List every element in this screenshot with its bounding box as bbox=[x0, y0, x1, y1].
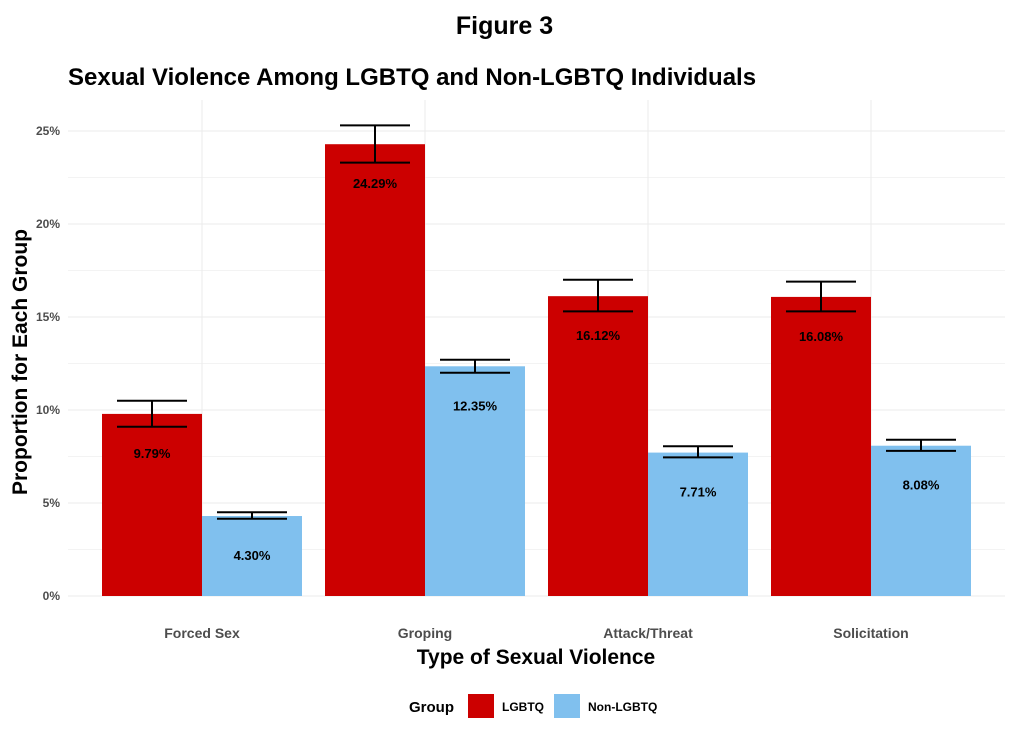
chart-title: Sexual Violence Among LGBTQ and Non-LGBT… bbox=[68, 64, 757, 91]
y-axis-title: Proportion for Each Group bbox=[9, 229, 32, 495]
bar-lgbtq-2 bbox=[325, 144, 425, 596]
data-labels: 9.79% 4.30% 24.29% 12.35% 16.12% 7.71% 16.08% 8… bbox=[134, 176, 940, 563]
legend: Group LGBTQ Non-LGBTQ bbox=[409, 694, 657, 718]
bar-non-lgbtq-4 bbox=[871, 445, 971, 596]
x-tick-label: Forced Sex bbox=[164, 625, 240, 641]
bar-lgbtq-4 bbox=[771, 296, 871, 596]
bars bbox=[102, 144, 971, 596]
legend-label-lgbtq: LGBTQ bbox=[502, 700, 544, 714]
y-tick-label: 5% bbox=[43, 496, 61, 510]
legend-swatch-non-lgbtq bbox=[554, 694, 580, 718]
legend-label-non-lgbtq: Non-LGBTQ bbox=[588, 700, 657, 714]
bar-non-lgbtq-3 bbox=[648, 452, 748, 596]
y-tick-label: 10% bbox=[36, 403, 60, 417]
data-label: 12.35% bbox=[453, 398, 498, 413]
x-tick-label: Solicitation bbox=[833, 625, 908, 641]
data-label: 4.30% bbox=[234, 548, 271, 563]
data-label: 16.08% bbox=[799, 329, 844, 344]
x-tick-label: Attack/Threat bbox=[603, 625, 693, 641]
bar-non-lgbtq-1 bbox=[202, 516, 302, 596]
x-axis-title: Type of Sexual Violence bbox=[417, 646, 655, 669]
bar-lgbtq-1 bbox=[102, 413, 202, 596]
data-label: 24.29% bbox=[353, 176, 398, 191]
y-tick-label: 15% bbox=[36, 310, 60, 324]
figure-label: Figure 3 bbox=[455, 12, 554, 40]
y-tick-label: 20% bbox=[36, 217, 60, 231]
data-label: 16.12% bbox=[576, 328, 621, 343]
y-tick-label: 0% bbox=[43, 589, 61, 603]
bar-non-lgbtq-2 bbox=[425, 366, 525, 596]
y-tick-label: 25% bbox=[36, 124, 60, 138]
data-label: 8.08% bbox=[903, 478, 940, 493]
legend-swatch-lgbtq bbox=[468, 694, 494, 718]
error-bars bbox=[117, 124, 956, 520]
data-label: 9.79% bbox=[134, 446, 171, 461]
x-tick-label: Groping bbox=[398, 625, 452, 641]
bar-lgbtq-3 bbox=[548, 296, 648, 596]
legend-title: Group bbox=[409, 699, 454, 716]
data-label: 7.71% bbox=[680, 485, 717, 500]
axes: 0% 5% 10% 15% 20% 25% Forced Sex Groping Attack/… bbox=[36, 124, 909, 641]
